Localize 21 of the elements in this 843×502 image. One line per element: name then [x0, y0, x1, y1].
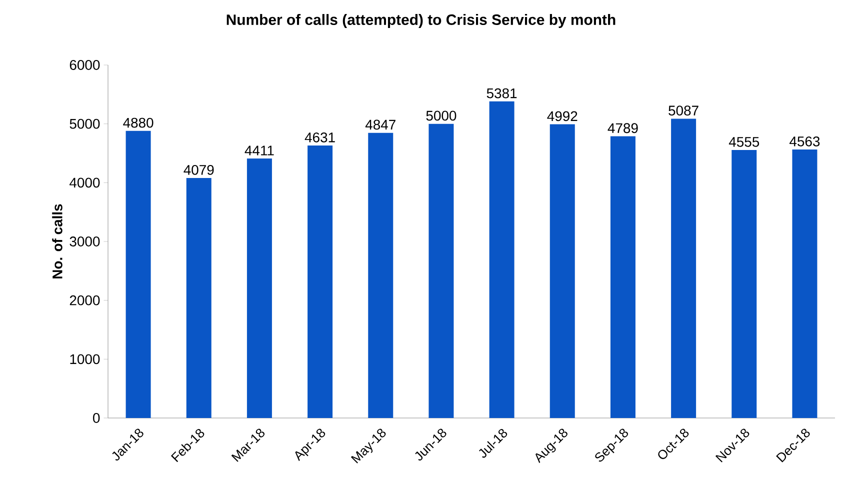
data-label: 5000: [426, 110, 456, 121]
y-tick-label: 3000: [70, 236, 100, 246]
data-label: 5381: [486, 88, 517, 98]
data-label: 4847: [365, 120, 396, 130]
data-label: 4555: [728, 137, 760, 147]
chart-title: Number of calls (attempted) to Crisis Service by month: [226, 14, 616, 28]
data-label: 4992: [547, 111, 578, 122]
data-label: 4631: [304, 132, 335, 142]
y-tick-label: 2000: [70, 295, 100, 306]
y-tick-label: 0: [93, 413, 100, 423]
data-label: 4789: [608, 123, 638, 134]
data-label: 4880: [123, 118, 154, 128]
data-label: 4079: [184, 164, 214, 175]
y-tick-label: 6000: [70, 60, 100, 70]
data-label: 5087: [668, 106, 698, 116]
data-label: 4563: [790, 136, 820, 146]
y-tick-label: 1000: [70, 354, 100, 364]
y-tick-label: 4000: [70, 178, 100, 188]
data-label: 4411: [244, 146, 274, 156]
y-axis-title: No. of calls: [52, 204, 62, 278]
y-tick-label: 5000: [70, 118, 100, 129]
